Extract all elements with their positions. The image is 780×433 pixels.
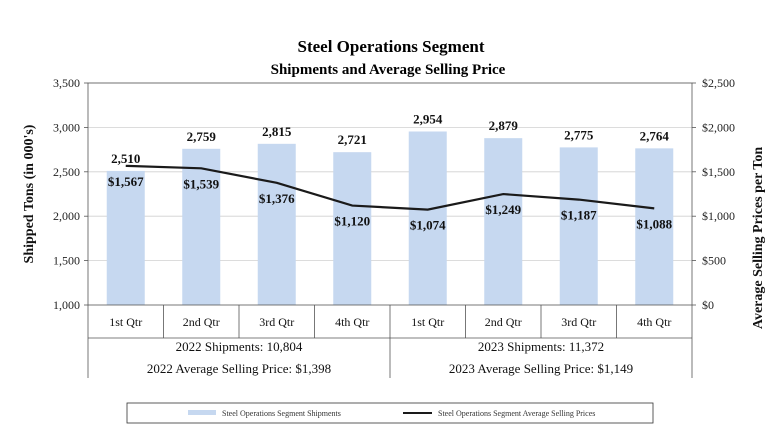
chart-subtitle: Shipments and Average Selling Price — [271, 62, 506, 78]
bar — [182, 148, 221, 305]
price-value-label: $1,088 — [636, 216, 672, 231]
y2-tick-label: $500 — [702, 254, 726, 268]
y2-tick-label: $1,000 — [702, 209, 735, 223]
bar — [257, 143, 296, 305]
price-value-label: $1,567 — [108, 174, 144, 189]
bar-series — [106, 131, 674, 305]
bar-value-label: 2,879 — [489, 118, 519, 133]
gridlines — [88, 82, 692, 262]
y-tick-label: 2,000 — [53, 209, 80, 223]
plot-frame — [87, 82, 693, 306]
price-value-label: $1,120 — [334, 214, 370, 229]
y2-tick-label: $1,500 — [702, 165, 735, 179]
bar — [559, 147, 598, 305]
legend-label-shipments: Steel Operations Segment Shipments — [222, 409, 341, 418]
bar-value-label: 2,815 — [262, 124, 292, 139]
category-label: 1st Qtr — [411, 315, 444, 329]
price-value-label: $1,074 — [410, 218, 446, 233]
bar-value-label: 2,764 — [640, 128, 670, 143]
category-label: 3rd Qtr — [259, 315, 294, 329]
y2-axis-label: Average Selling Prices per Ton — [751, 147, 766, 329]
bar-value-label: 2,954 — [413, 111, 443, 126]
group-price-label: 2023 Average Selling Price: $1,149 — [449, 361, 633, 376]
bar — [106, 170, 145, 305]
category-label: 2nd Qtr — [183, 315, 220, 329]
category-label: 4th Qtr — [637, 315, 671, 329]
data-labels: 2,510 2,759 2,815 2,721 2,954 2,879 2,775 2,764… — [108, 111, 673, 232]
bar-value-label: 2,775 — [564, 127, 594, 142]
y-tick-label: 2,500 — [53, 165, 80, 179]
bar-value-label: 2,759 — [187, 129, 217, 144]
category-label: 1st Qtr — [109, 315, 142, 329]
price-value-label: $1,539 — [183, 176, 219, 191]
group-shipments-label: 2022 Shipments: 10,804 — [176, 339, 303, 354]
chart-title: Steel Operations Segment — [298, 37, 485, 56]
category-label: 3rd Qtr — [561, 315, 596, 329]
price-line — [125, 164, 655, 211]
legend-swatch-shipments — [188, 410, 216, 415]
axes: 1,000 1,500 2,000 2,500 3,000 3,500 $0 $500 $1,0… — [53, 76, 735, 312]
category-table: 1st Qtr 2nd Qtr 3rd Qtr 4th Qtr 1st Qtr 2nd Q… — [87, 305, 693, 378]
price-value-label: $1,187 — [561, 208, 597, 223]
legend-box — [126, 402, 654, 424]
y2-tick-label: $2,000 — [702, 120, 735, 134]
y2-tick-label: $2,500 — [702, 76, 735, 90]
y2-tick-label: $0 — [702, 298, 714, 312]
y-tick-label: 3,500 — [53, 76, 80, 90]
y-tick-label: 1,500 — [53, 254, 80, 268]
bar-value-label: 2,510 — [111, 151, 140, 166]
category-label: 4th Qtr — [335, 315, 369, 329]
y-tick-label: 3,000 — [53, 120, 80, 134]
group-shipments-label: 2023 Shipments: 11,372 — [478, 339, 604, 354]
y-tick-label: 1,000 — [53, 298, 80, 312]
bar — [635, 148, 674, 305]
legend-label-prices: Steel Operations Segment Average Selling… — [438, 409, 595, 418]
bar — [484, 138, 523, 305]
category-label: 2nd Qtr — [485, 315, 522, 329]
y-axis-label: Shipped Tons (in 000's) — [22, 124, 37, 263]
legend: Steel Operations Segment Shipments Steel… — [126, 402, 654, 424]
bar-value-label: 2,721 — [338, 132, 367, 147]
group-price-label: 2022 Average Selling Price: $1,398 — [147, 361, 331, 376]
price-value-label: $1,376 — [259, 191, 295, 206]
line-series — [125, 164, 655, 211]
bar — [408, 131, 447, 305]
price-value-label: $1,249 — [485, 202, 521, 217]
bar — [333, 152, 372, 305]
